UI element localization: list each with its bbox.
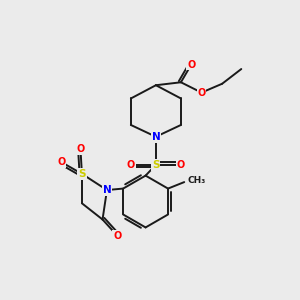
Text: O: O (76, 144, 85, 154)
Text: N: N (152, 132, 160, 142)
Text: O: O (197, 88, 206, 98)
Text: O: O (57, 157, 65, 167)
Text: S: S (152, 160, 160, 170)
Text: O: O (177, 160, 185, 170)
Text: S: S (78, 169, 86, 179)
Text: O: O (127, 160, 135, 170)
Text: O: O (187, 60, 195, 70)
Text: CH₃: CH₃ (188, 176, 206, 185)
Text: O: O (113, 231, 122, 241)
Text: N: N (103, 185, 111, 195)
